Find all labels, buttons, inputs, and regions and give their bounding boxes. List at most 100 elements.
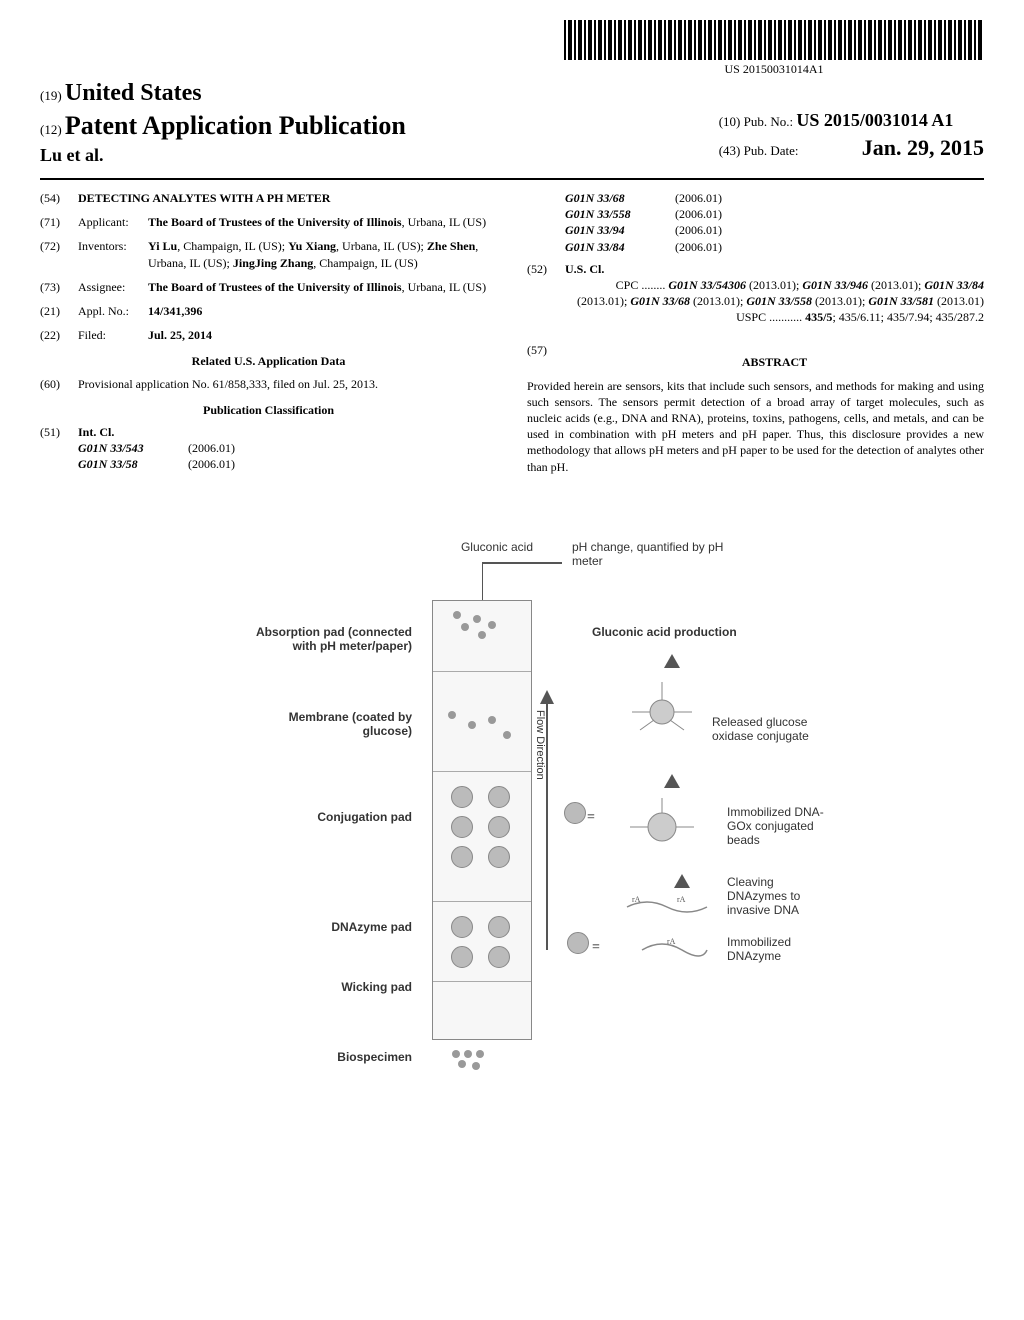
right-column: G01N 33/68 (2006.01) G01N 33/558 (2006.0… <box>527 190 984 480</box>
pubno-code: (10) <box>719 114 741 129</box>
pubno-line: (10) Pub. No.: US 2015/0031014 A1 <box>719 110 984 131</box>
provisional-row: (60) Provisional application No. 61/858,… <box>40 376 497 392</box>
inventors-row: (72) Inventors: Yi Lu, Champaign, IL (US… <box>40 238 497 270</box>
abstract-code: (57) <box>527 342 565 378</box>
applicant-value: The Board of Trustees of the University … <box>148 214 497 230</box>
filed-label: Filed: <box>78 327 148 343</box>
ph-change-label: pH change, quantified by pH meter <box>572 540 752 568</box>
patent-title: DETECTING ANALYTES WITH A PH METER <box>78 190 497 206</box>
abstract-text: Provided herein are sensors, kits that i… <box>527 378 984 475</box>
uscl-label: U.S. Cl. <box>565 261 984 277</box>
filed-row: (22) Filed: Jul. 25, 2014 <box>40 327 497 343</box>
uspc-label: USPC <box>736 310 766 324</box>
figure-diagram: Flow Direction Gluconic acid Absorption … <box>192 510 832 1090</box>
left-column: (54) DETECTING ANALYTES WITH A PH METER … <box>40 190 497 480</box>
intcl-code-1: G01N 33/58 <box>78 456 188 472</box>
cleaving-icon: rA rA <box>622 870 742 927</box>
intcl-item-1: G01N 33/58 (2006.01) <box>78 456 497 472</box>
figure-area: Flow Direction Gluconic acid Absorption … <box>40 510 984 1090</box>
dnazyme-pad-label: DNAzyme pad <box>252 920 412 934</box>
applno-code: (21) <box>40 303 78 319</box>
abstract-header: ABSTRACT <box>565 354 984 370</box>
uscl-block: U.S. Cl. CPC ........ G01N 33/54306 (201… <box>565 261 984 326</box>
intcl-ver-1: (2006.01) <box>188 456 235 472</box>
intcl-cont-2: G01N 33/94 (2006.01) <box>565 222 984 238</box>
filed-value: Jul. 25, 2014 <box>148 327 497 343</box>
intcl-cont-1: G01N 33/558 (2006.01) <box>565 206 984 222</box>
intcl-code-0: G01N 33/543 <box>78 440 188 456</box>
cleaving-label: Cleaving DNAzymes to invasive DNA <box>727 875 837 917</box>
filed-code: (22) <box>40 327 78 343</box>
provisional-code: (60) <box>40 376 78 392</box>
country-line: (19) United States <box>40 80 984 107</box>
pub-right-block: (10) Pub. No.: US 2015/0031014 A1 (43) P… <box>719 110 984 161</box>
immobilized-beads-icon <box>612 770 732 857</box>
intcl-block: Int. Cl. G01N 33/543 (2006.01) G01N 33/5… <box>78 424 497 473</box>
svg-text:rA: rA <box>632 895 641 904</box>
intcl-cont-ver-2: (2006.01) <box>675 222 722 238</box>
barcode-label: US 20150031014A1 <box>564 62 984 77</box>
pub-code: (12) <box>40 122 62 137</box>
intcl-code: (51) <box>40 424 78 473</box>
gluconic-prod-label: Gluconic acid production <box>592 625 772 639</box>
pub-type: Patent Application Publication <box>65 111 406 140</box>
abstract-block: (57) ABSTRACT Provided herein are sensor… <box>527 342 984 475</box>
inventors-label: Inventors: <box>78 238 148 270</box>
assignee-value: The Board of Trustees of the University … <box>148 279 497 295</box>
provisional-value: Provisional application No. 61/858,333, … <box>78 376 497 392</box>
pubdate-label: Pub. Date: <box>744 143 799 158</box>
released-label: Released glucose oxidase conjugate <box>712 715 832 743</box>
membrane-label: Membrane (coated by glucose) <box>252 710 412 738</box>
applicant-label: Applicant: <box>78 214 148 230</box>
uscl-code: (52) <box>527 261 565 326</box>
applicant-code: (71) <box>40 214 78 230</box>
lateral-flow-strip <box>432 600 532 1040</box>
cpc-block: CPC ........ G01N 33/54306 (2013.01); G0… <box>565 277 984 309</box>
intcl-cont-ver-1: (2006.01) <box>675 206 722 222</box>
immobilized-dnazyme-icon: rA <box>612 930 732 975</box>
pubclass-header: Publication Classification <box>40 402 497 418</box>
svg-text:rA: rA <box>667 937 676 946</box>
applicant-row: (71) Applicant: The Board of Trustees of… <box>40 214 497 230</box>
conjugation-pad-label: Conjugation pad <box>252 810 412 824</box>
biblio-columns: (54) DETECTING ANALYTES WITH A PH METER … <box>40 190 984 480</box>
pubdate-value: Jan. 29, 2015 <box>862 135 984 160</box>
flow-direction-label: Flow Direction <box>534 710 546 830</box>
intcl-cont-code-2: G01N 33/94 <box>565 222 675 238</box>
intcl-cont-block: G01N 33/68 (2006.01) G01N 33/558 (2006.0… <box>565 190 984 255</box>
equals-icon-2: = <box>592 940 600 956</box>
intcl-cont-3: G01N 33/84 (2006.01) <box>565 239 984 255</box>
immobilized-dnazyme-label: Immobilized DNAzyme <box>727 935 837 963</box>
ph-connector-icon <box>482 558 572 608</box>
intcl-cont-ver-0: (2006.01) <box>675 190 722 206</box>
country-name: United States <box>65 80 202 106</box>
absorption-pad-label: Absorption pad (connected with pH meter/… <box>252 625 412 653</box>
assignee-label: Assignee: <box>78 279 148 295</box>
intcl-item-0: G01N 33/543 (2006.01) <box>78 440 497 456</box>
biospecimen-label: Biospecimen <box>252 1050 412 1064</box>
inventors-code: (72) <box>40 238 78 270</box>
intcl-row: (51) Int. Cl. G01N 33/543 (2006.01) G01N… <box>40 424 497 473</box>
intcl-cont-code-0: G01N 33/68 <box>565 190 675 206</box>
gluconic-acid-label: Gluconic acid <box>452 540 542 554</box>
applno-label: Appl. No.: <box>78 303 148 319</box>
pubno-label: Pub. No.: <box>744 114 793 129</box>
intcl-label: Int. Cl. <box>78 424 497 440</box>
applno-row: (21) Appl. No.: 14/341,396 <box>40 303 497 319</box>
intcl-cont-ver-3: (2006.01) <box>675 239 722 255</box>
equals-icon-1: = <box>587 810 595 826</box>
pubdate-line: (43) Pub. Date: Jan. 29, 2015 <box>719 135 984 161</box>
applno-value: 14/341,396 <box>148 303 497 319</box>
top-divider <box>40 178 984 180</box>
inventors-value: Yi Lu, Champaign, IL (US); Yu Xiang, Urb… <box>148 238 497 270</box>
barcode-block: US 20150031014A1 <box>564 20 984 77</box>
pubno-value: US 2015/0031014 A1 <box>796 110 953 130</box>
assignee-code: (73) <box>40 279 78 295</box>
country-code: (19) <box>40 88 62 103</box>
barcode-graphic <box>564 20 984 60</box>
wicking-pad-label: Wicking pad <box>252 980 412 994</box>
intcl-ver-0: (2006.01) <box>188 440 235 456</box>
assignee-row: (73) Assignee: The Board of Trustees of … <box>40 279 497 295</box>
related-header: Related U.S. Application Data <box>40 353 497 369</box>
intcl-cont-code-3: G01N 33/84 <box>565 239 675 255</box>
